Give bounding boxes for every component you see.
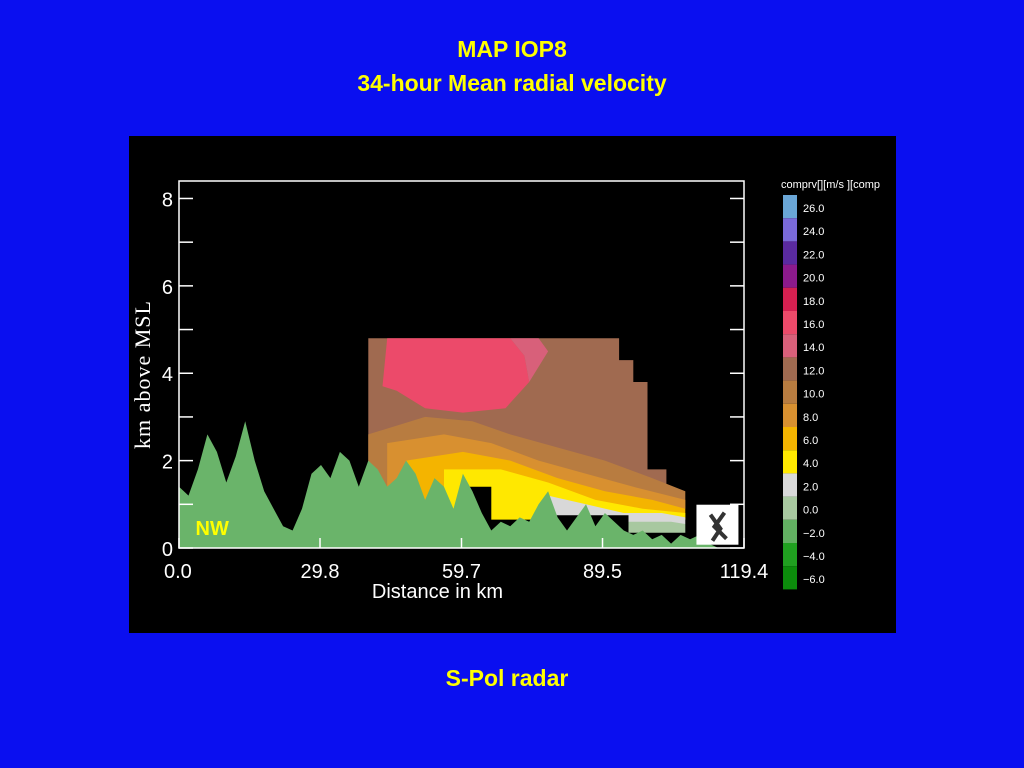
colorbar-label: −6.0 bbox=[803, 574, 825, 586]
colorbar-label: 24.0 bbox=[803, 226, 824, 238]
colorbar-label: 10.0 bbox=[803, 389, 824, 401]
y-tick-label: 6 bbox=[162, 277, 173, 299]
colorbar-swatch bbox=[783, 287, 797, 311]
colorbar-label: −4.0 bbox=[803, 551, 825, 563]
colorbar-label: 0.0 bbox=[803, 505, 818, 517]
y-tick-label: 2 bbox=[162, 452, 173, 474]
colorbar-label: 26.0 bbox=[803, 203, 824, 215]
colorbar-swatch bbox=[783, 519, 797, 543]
colorbar-label: −2.0 bbox=[803, 528, 825, 540]
colorbar-label: 16.0 bbox=[803, 319, 824, 331]
colorbar-label: 20.0 bbox=[803, 273, 824, 285]
y-tick-label: 4 bbox=[162, 364, 173, 386]
colorbar-label: 18.0 bbox=[803, 296, 824, 308]
velocity-cross-section-chart: NW 0 2 4 6 8 0.0 29.8 59.7 89.5 119.4 Distance in … bbox=[130, 179, 880, 603]
y-axis-label: km above MSL bbox=[130, 300, 155, 449]
slide-subtitle: 34-hour Mean radial velocity bbox=[357, 70, 667, 96]
x-tick-label: 119.4 bbox=[720, 561, 769, 583]
colorbar-swatch bbox=[783, 334, 797, 358]
colorbar-swatch bbox=[783, 566, 797, 590]
colorbar-swatch bbox=[783, 543, 797, 567]
x-tick-label: 29.8 bbox=[301, 561, 340, 583]
colorbar-swatch bbox=[783, 241, 797, 265]
colorbar-title: comprv[][m/s ][comp bbox=[781, 179, 880, 191]
x-tick-label: 0.0 bbox=[164, 561, 192, 583]
velocity-band-2 bbox=[510, 338, 549, 382]
slide-title: MAP IOP8 bbox=[457, 36, 567, 62]
slide-caption: S-Pol radar bbox=[445, 665, 569, 691]
terrain-profile bbox=[179, 421, 719, 548]
colorbar-swatch bbox=[783, 264, 797, 288]
x-tick-label: 89.5 bbox=[583, 561, 622, 583]
colorbar-label: 14.0 bbox=[803, 342, 824, 354]
colorbar-swatch bbox=[783, 496, 797, 520]
x-tick-label: 59.7 bbox=[442, 561, 481, 583]
colorbar-swatch bbox=[783, 403, 797, 427]
velocity-band-1 bbox=[382, 338, 530, 413]
colorbar-swatch bbox=[783, 311, 797, 335]
colorbar-swatch bbox=[783, 195, 797, 219]
colorbar-label: 8.0 bbox=[803, 412, 818, 424]
x-axis-label: Distance in km bbox=[372, 581, 503, 603]
velocity-band-6 bbox=[444, 469, 686, 520]
colorbar-swatch bbox=[783, 357, 797, 381]
y-tick-label: 8 bbox=[162, 189, 173, 211]
colorbar-swatch bbox=[783, 473, 797, 497]
radar-cross-section-panel: NW 0 2 4 6 8 0.0 29.8 59.7 89.5 119.4 Distance in … bbox=[129, 136, 896, 633]
colorbar-label: 6.0 bbox=[803, 435, 818, 447]
colorbar-swatch bbox=[783, 427, 797, 451]
y-tick-label: 0 bbox=[162, 539, 173, 561]
velocity-band-8 bbox=[628, 521, 686, 533]
colorbar-swatch bbox=[783, 218, 797, 242]
nw-direction-label: NW bbox=[196, 518, 229, 540]
colorbar-swatch bbox=[783, 450, 797, 474]
colorbar-label: 4.0 bbox=[803, 458, 818, 470]
colorbar-swatch bbox=[783, 380, 797, 404]
colorbar-label: 2.0 bbox=[803, 481, 818, 493]
radar-site-icon bbox=[696, 504, 739, 545]
colorbar-label: 12.0 bbox=[803, 365, 824, 377]
colorbar-label: 22.0 bbox=[803, 249, 824, 261]
